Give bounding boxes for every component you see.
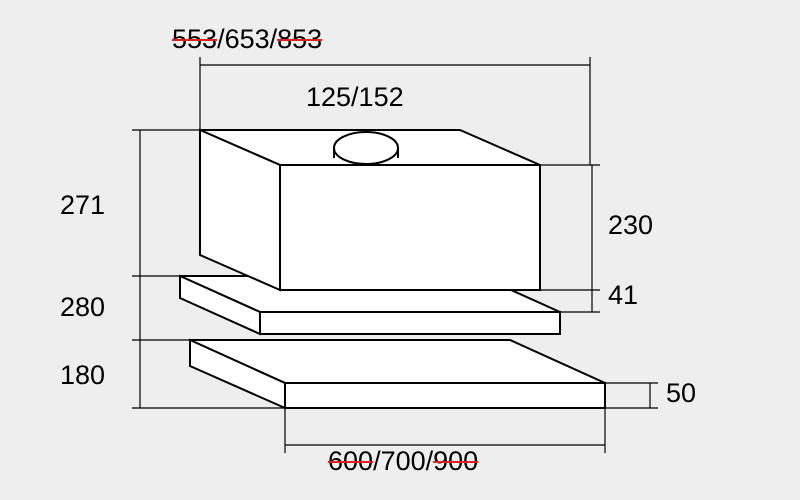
diagram-stage: 125/152 553/653/853 600/700/900 271 280 … xyxy=(0,0,800,500)
label-duct-diameter: 125/152 xyxy=(306,82,404,113)
label-bottom-width-900: 900 xyxy=(433,446,478,476)
isometric-drawing xyxy=(0,0,800,500)
label-180: 180 xyxy=(60,360,105,391)
duct-outlet xyxy=(334,132,398,164)
label-41: 41 xyxy=(608,280,638,311)
label-271: 271 xyxy=(60,190,105,221)
bottom-tray-front-face xyxy=(285,383,605,408)
label-bottom-width-600: 600 xyxy=(328,446,373,476)
label-bottom-width: 600/700/900 xyxy=(328,446,478,477)
label-top-width: 553/653/853 xyxy=(172,24,322,55)
top-box-front-face xyxy=(280,165,540,290)
mid-plate-front-face xyxy=(260,312,560,334)
label-50: 50 xyxy=(666,378,696,409)
label-230: 230 xyxy=(608,210,653,241)
label-top-width-853: 853 xyxy=(277,24,322,54)
label-top-width-553: 553 xyxy=(172,24,217,54)
label-bottom-width-700: /700/ xyxy=(373,446,433,476)
label-280: 280 xyxy=(60,292,105,323)
label-top-width-653: /653/ xyxy=(217,24,277,54)
